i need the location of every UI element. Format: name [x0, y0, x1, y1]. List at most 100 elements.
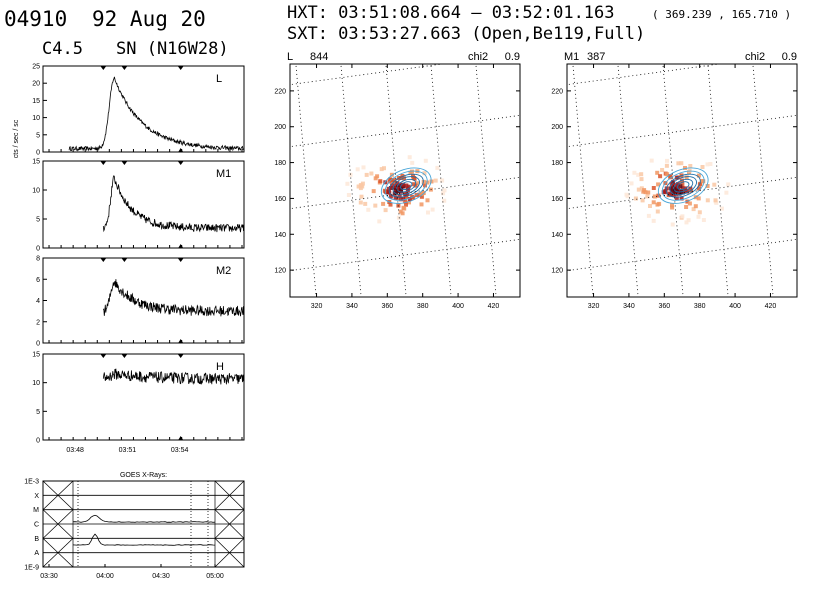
intensity-pixel	[407, 155, 412, 160]
intensity-pixel	[624, 192, 629, 197]
x-tick-label: 380	[417, 303, 429, 310]
intensity-pixel	[668, 174, 673, 179]
x-tick-label: 03:48	[66, 447, 84, 454]
x-tick-label: 400	[729, 303, 741, 310]
intensity-pixel	[363, 201, 368, 206]
intensity-pixel	[345, 181, 350, 186]
intensity-pixel	[435, 165, 440, 170]
longitude-line	[340, 64, 362, 297]
hxt-contour	[669, 176, 698, 196]
x-tick-label: 03:51	[119, 447, 137, 454]
intensity-pixel	[397, 193, 402, 198]
y-tick-label: 200	[274, 124, 286, 131]
intensity-pixel	[358, 200, 363, 205]
x-tick-label: 360	[658, 303, 670, 310]
intensity-pixel	[400, 182, 405, 187]
lightcurve-frame	[42, 257, 245, 344]
intensity-pixel	[346, 193, 351, 197]
intensity-pixel	[636, 187, 641, 192]
y-tick-label: 2	[36, 319, 40, 326]
intensity-pixel	[674, 188, 679, 193]
channel-label: M2	[216, 265, 231, 277]
intensity-pixel	[348, 172, 353, 177]
goes-class: C4.5	[42, 39, 83, 59]
intensity-pixel	[377, 219, 382, 224]
intensity-pixel	[714, 200, 719, 205]
longitude-line	[295, 64, 317, 297]
intensity-pixel	[358, 186, 363, 191]
lightcurve-line	[102, 368, 244, 386]
latitude-line	[557, 486, 807, 520]
x-tick-label: 04:00	[96, 573, 114, 580]
longitude-line	[527, 54, 549, 307]
hxt-position: ( 369.239 , 165.710 )	[652, 8, 791, 21]
intensity-pixel	[423, 158, 428, 163]
intensity-pixel	[440, 178, 445, 183]
intensity-pixel	[674, 183, 679, 188]
intensity-pixel	[355, 167, 360, 172]
flare-location: SN (N16W28)	[116, 39, 229, 59]
y-tick-label: 0	[36, 150, 40, 157]
intensity-pixel	[632, 170, 637, 175]
intensity-pixel	[639, 186, 644, 191]
y-tick-label: 0	[36, 341, 40, 348]
intensity-pixel	[390, 183, 395, 188]
intensity-pixel	[404, 202, 408, 207]
y-tick-label: 220	[551, 88, 563, 95]
y-tick-label: 6	[36, 277, 40, 284]
y-tick-label: 5	[36, 132, 40, 139]
lightcurve-line	[102, 175, 244, 233]
intensity-pixel	[696, 196, 701, 201]
x-tick-label: 360	[381, 303, 393, 310]
hxt-contour	[665, 173, 701, 198]
intensity-pixel	[665, 158, 669, 163]
longitude-line	[610, 54, 632, 307]
time-marker-icon	[178, 339, 184, 343]
latitude-line	[290, 114, 520, 148]
intensity-pixel	[705, 162, 710, 167]
heliographic-grid	[250, 54, 632, 307]
intensity-pixel	[359, 194, 364, 199]
time-marker-icon	[177, 161, 184, 165]
intensity-pixel	[392, 178, 397, 183]
intensity-pixel	[366, 207, 371, 212]
intensity-pixel	[393, 184, 398, 189]
intensity-pixel	[683, 166, 687, 170]
intensity-pixel	[386, 189, 391, 194]
chi2-value: 0.9	[505, 51, 520, 63]
x-tick-label: 320	[588, 303, 600, 310]
intensity-pixel	[665, 172, 670, 177]
lightcurve-frame	[42, 353, 245, 441]
intensity-pixel	[667, 191, 672, 196]
intensity-pixel	[419, 202, 424, 207]
longitude-line	[475, 64, 497, 297]
lightcurve-frame	[42, 160, 245, 249]
map-panel-l: 320 340 360 380 400 420 120 140 160 180 200 220 L 844…	[250, 51, 632, 310]
intensity-pixel	[398, 209, 403, 214]
goes-class-label: C	[34, 522, 39, 529]
intensity-pixel	[700, 165, 705, 169]
goes-class-label: X	[34, 493, 39, 500]
goes-class-label: A	[34, 550, 39, 557]
longitude-line	[250, 54, 272, 307]
heliographic-grid	[527, 54, 807, 520]
intensity-pixel	[629, 181, 634, 186]
y-tick-label: 5	[36, 217, 40, 224]
hxt-contour	[677, 181, 690, 191]
intensity-pixel	[713, 198, 718, 203]
intensity-pixel	[399, 197, 404, 202]
intensity-pixel	[643, 190, 648, 195]
hxt-contour	[673, 178, 694, 193]
intensity-pixel	[381, 201, 386, 206]
intensity-pixel	[371, 189, 376, 194]
goes-panel: GOES X-Rays: 1E-3 XM CBA 1E-903:30 04:00 04:30…	[24, 472, 245, 580]
intensity-pixel	[373, 203, 378, 208]
x-tick-label: 320	[311, 303, 323, 310]
channel-label: L	[216, 73, 222, 85]
goes-class-label: 1E-9	[24, 565, 39, 572]
intensity-pixel	[705, 198, 710, 203]
intensity-pixel	[410, 169, 414, 174]
intensity-pixel	[413, 183, 418, 188]
intensity-pixel	[688, 164, 693, 168]
